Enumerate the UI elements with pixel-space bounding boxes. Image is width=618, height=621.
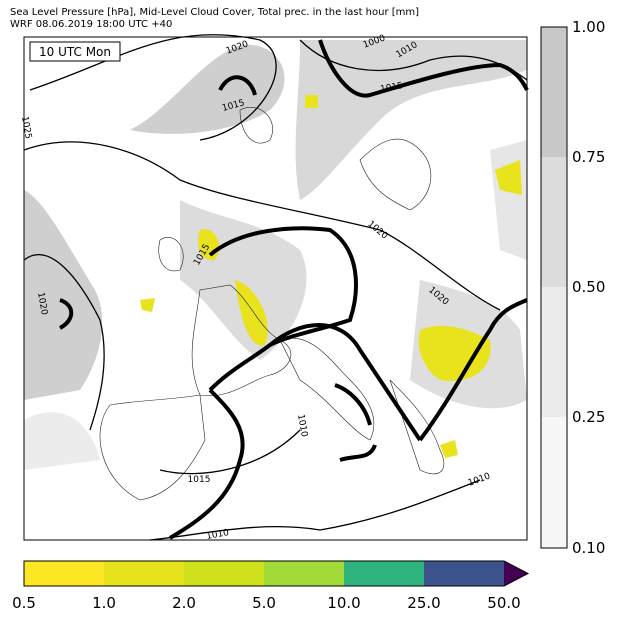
isobar-label: 1015 [380, 81, 404, 95]
colorbar-segment [344, 561, 424, 586]
map-frame [23, 36, 528, 541]
cloud-colorbar: 1.00 0.75 0.50 0.25 0.10 [540, 18, 605, 557]
map: 10 UTC Mon 1020 1015 1025 1015 1020 1000… [19, 33, 529, 542]
title: Sea Level Pressure [hPa], Mid-Level Clou… [10, 7, 419, 18]
colorbar-label: 2.0 [172, 594, 196, 612]
colorbar-segment [541, 417, 567, 548]
colorbar-label: 0.50 [572, 278, 605, 296]
colorbar-segment [541, 287, 567, 417]
colorbar-label: 1.0 [92, 594, 116, 612]
isobars-thick [58, 39, 529, 540]
colorbar-outline [540, 26, 568, 549]
colorbar-segment [184, 561, 264, 586]
isobar-label: 1020 [35, 292, 49, 317]
colorbar-segment [541, 27, 567, 157]
isobar-label: 1010 [206, 528, 231, 542]
colorbar-label: 50.0 [487, 594, 520, 612]
colorbar-outline [23, 560, 530, 587]
isobar-label: 1010 [295, 414, 309, 439]
colorbar-label: 0.10 [572, 539, 605, 557]
colorbar-segment [24, 561, 104, 586]
precip-colorbar: 0.5 1.0 2.0 5.0 10.0 25.0 50.0 [12, 560, 530, 612]
coastlines [99, 107, 445, 501]
subtitle: WRF 08.06.2019 18:00 UTC +40 [10, 19, 172, 30]
colorbar-label: 0.75 [572, 148, 605, 166]
colorbar-segment [104, 561, 184, 586]
colorbar-label: 10.0 [327, 594, 360, 612]
colorbar-label: 0.25 [572, 408, 605, 426]
colorbar-segment [264, 561, 344, 586]
colorbar-extend [504, 561, 528, 586]
isobar-label: 1025 [19, 116, 33, 140]
precipitation [140, 95, 522, 458]
colorbar-label: 0.5 [12, 594, 36, 612]
colorbar-label: 25.0 [407, 594, 440, 612]
colorbar-label: 1.00 [572, 18, 605, 36]
colorbar-segment [424, 561, 504, 586]
isobar-label: 1015 [188, 475, 211, 485]
colorbar-segment [541, 157, 567, 287]
time-box [29, 41, 121, 62]
colorbar-label: 5.0 [252, 594, 276, 612]
time-label: 10 UTC Mon [39, 45, 111, 59]
